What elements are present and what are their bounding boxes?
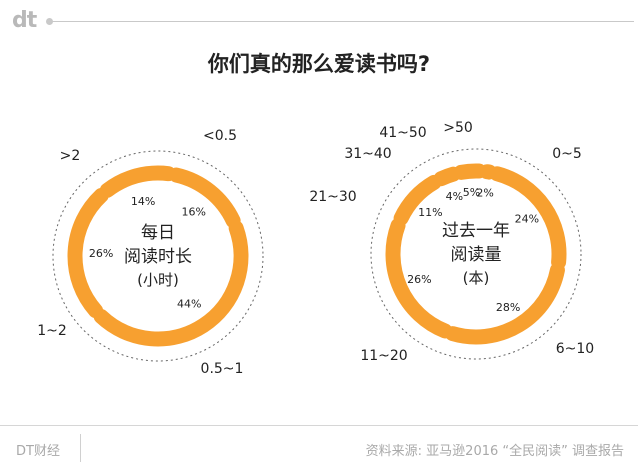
center-label: 每日 xyxy=(141,223,175,243)
percent-label: 44% xyxy=(177,298,201,311)
ring-segment xyxy=(385,218,453,339)
category-label: 31~40 xyxy=(344,146,391,162)
source-note: 资料来源: 亚马逊2016 “全民阅读” 调查报告 xyxy=(365,444,624,459)
category-label: 6~10 xyxy=(556,341,594,357)
ring-segment xyxy=(453,163,487,180)
ring-outline-1 xyxy=(52,150,264,362)
page-title: 你们真的那么爱读书吗? xyxy=(207,52,431,76)
ring-segment xyxy=(393,174,442,226)
header-rule xyxy=(50,21,634,22)
category-label: 0.5~1 xyxy=(201,361,244,377)
percent-label: 26% xyxy=(407,273,431,286)
category-label: 11~20 xyxy=(360,348,407,364)
ring-segment xyxy=(67,187,109,319)
footer-rule xyxy=(0,425,638,426)
category-label: 21~30 xyxy=(309,189,356,205)
ring-segment xyxy=(99,165,176,198)
category-label: >50 xyxy=(443,120,473,136)
category-label: 41~50 xyxy=(379,125,426,141)
center-label: (小时) xyxy=(137,271,179,289)
percent-label: 28% xyxy=(496,301,520,314)
dt-logo: dt xyxy=(12,8,37,33)
footer-separator xyxy=(80,434,81,462)
percent-label: 14% xyxy=(131,195,155,208)
center-label: 阅读时长 xyxy=(124,247,192,267)
percent-label: 2% xyxy=(476,187,493,200)
percent-label: 26% xyxy=(89,247,113,260)
footer-brand: DT财经 xyxy=(16,444,60,459)
ring-segment xyxy=(168,167,241,229)
ring-segment xyxy=(445,262,565,345)
ring-segment xyxy=(433,166,461,187)
category-label: 0~5 xyxy=(552,146,582,162)
center-label: (本) xyxy=(463,269,490,287)
center-label: 阅读量 xyxy=(451,245,502,265)
percent-label: 5% xyxy=(463,186,480,199)
percent-label: 11% xyxy=(418,206,442,219)
header-dot xyxy=(46,18,53,25)
ring-outline-2 xyxy=(370,148,582,360)
category-label: 1~2 xyxy=(37,323,67,339)
percent-label: 4% xyxy=(446,190,463,203)
percent-label: 24% xyxy=(515,213,539,226)
category-label: >2 xyxy=(60,148,81,164)
ring-segment xyxy=(93,220,249,347)
ring-segment xyxy=(489,166,567,270)
percent-label: 16% xyxy=(181,206,205,219)
center-label: 过去一年 xyxy=(442,221,510,241)
category-label: <0.5 xyxy=(203,128,237,144)
